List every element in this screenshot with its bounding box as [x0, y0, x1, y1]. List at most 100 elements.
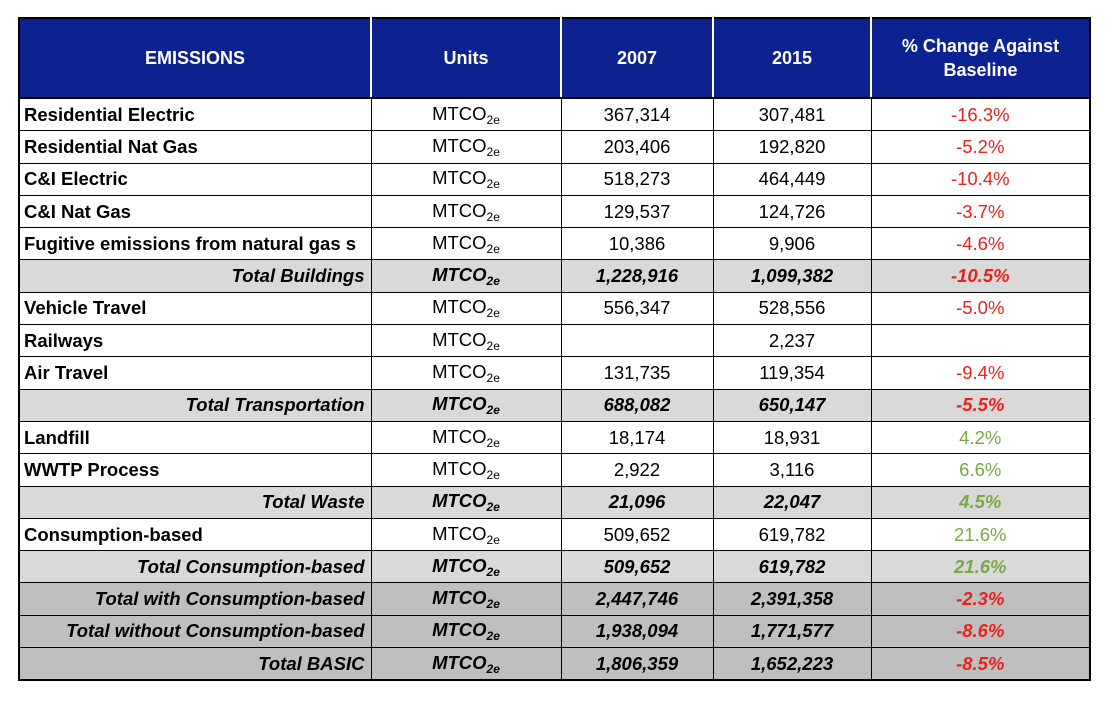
unit-subscript: 2e — [486, 435, 500, 450]
table-row: Landfill MTCO2e 18,174 18,931 4.2% — [18, 420, 1091, 455]
unit-cell: MTCO2e — [370, 97, 562, 132]
header-cell: EMISSIONS — [19, 18, 372, 99]
value-cell: 2,922 — [560, 453, 714, 487]
emissions-table: EMISSIONS Units 2007 2015% Change Against B… — [18, 17, 1091, 682]
unit-cell: MTCO2e — [370, 259, 562, 293]
value-cell: 619,782 — [712, 517, 872, 552]
table-row: Total with Consumption-based MTCO2e 2,447,… — [18, 582, 1091, 616]
unit-text: MTCO — [432, 264, 487, 286]
unit-subscript: 2e — [486, 241, 500, 256]
table-row: Total Consumption-based MTCO2e 509,652 619,… — [18, 550, 1091, 584]
emission-label: Total Consumption-based — [18, 550, 372, 584]
value-cell: 650,147 — [712, 388, 872, 422]
change-cell: -3.7% — [870, 194, 1091, 229]
emission-label: Air Travel — [18, 356, 372, 390]
change-cell — [870, 324, 1091, 358]
emission-label: Vehicle Travel — [18, 291, 372, 326]
value-cell: 192,820 — [712, 130, 872, 164]
value-cell: 509,652 — [560, 517, 714, 552]
unit-subscript: 2e — [486, 597, 500, 612]
value-cell: 1,806,359 — [560, 647, 714, 681]
table-row: Total Waste MTCO2e 21,096 22,047 4.5% — [18, 485, 1091, 519]
value-cell: 367,314 — [560, 97, 714, 132]
value-cell: 2,237 — [712, 324, 872, 358]
table-row: Total without Consumption-based MTCO2e 1,9… — [18, 614, 1091, 649]
unit-subscript: 2e — [486, 564, 500, 579]
table-row: Total Transportation MTCO2e 688,082 650,147… — [18, 388, 1091, 422]
emission-label: Total BASIC — [18, 647, 372, 681]
value-cell: 9,906 — [712, 227, 872, 261]
header-cell: Units — [370, 18, 562, 99]
emission-label: Total Waste — [18, 485, 372, 519]
emission-label: Fugitive emissions from natural gas s — [18, 227, 372, 261]
emission-label: Residential Nat Gas — [18, 130, 372, 164]
value-cell: 18,174 — [560, 420, 714, 455]
unit-cell: MTCO2e — [370, 194, 562, 229]
change-cell: -10.5% — [870, 259, 1091, 293]
value-cell: 203,406 — [560, 130, 714, 164]
change-cell: 4.2% — [870, 420, 1091, 455]
unit-text: MTCO — [432, 522, 487, 544]
value-cell: 21,096 — [560, 485, 714, 519]
unit-cell: MTCO2e — [370, 130, 562, 164]
change-cell: -8.6% — [870, 614, 1091, 649]
unit-subscript: 2e — [486, 532, 500, 547]
unit-cell: MTCO2e — [370, 227, 562, 261]
table-row: Total Buildings MTCO2e 1,228,916 1,099,382-… — [18, 259, 1091, 293]
value-cell: 22,047 — [712, 485, 872, 519]
value-cell: 556,347 — [560, 291, 714, 326]
value-cell — [560, 324, 714, 358]
value-cell: 509,652 — [560, 550, 714, 584]
unit-text: MTCO — [432, 102, 487, 124]
unit-cell: MTCO2e — [370, 453, 562, 487]
change-cell: -2.3% — [870, 582, 1091, 616]
unit-subscript: 2e — [486, 629, 500, 644]
header-row: EMISSIONS Units 2007 2015% Change Against B… — [19, 18, 1090, 99]
emission-label: Total without Consumption-based — [18, 614, 372, 649]
unit-cell: MTCO2e — [370, 647, 562, 681]
emission-label: WWTP Process — [18, 453, 372, 487]
unit-cell: MTCO2e — [370, 388, 562, 422]
change-cell: -9.4% — [870, 356, 1091, 390]
change-cell: -4.6% — [870, 227, 1091, 261]
unit-text: MTCO — [432, 619, 487, 641]
change-cell: -5.0% — [870, 291, 1091, 326]
unit-cell: MTCO2e — [370, 517, 562, 552]
unit-subscript: 2e — [486, 467, 500, 482]
change-cell: 4.5% — [870, 485, 1091, 519]
value-cell: 2,447,746 — [560, 582, 714, 616]
unit-subscript: 2e — [486, 177, 500, 192]
value-cell: 528,556 — [712, 291, 872, 326]
emission-label: Total with Consumption-based — [18, 582, 372, 616]
table-row: Total BASIC MTCO2e 1,806,359 1,652,223 -8.5% — [18, 647, 1091, 681]
unit-text: MTCO — [432, 199, 487, 221]
emission-label: Landfill — [18, 420, 372, 455]
value-cell: 1,938,094 — [560, 614, 714, 649]
unit-text: MTCO — [432, 328, 487, 350]
value-cell: 518,273 — [560, 162, 714, 196]
unit-cell: MTCO2e — [370, 485, 562, 519]
unit-text: MTCO — [432, 393, 487, 415]
emission-label: Consumption-based — [18, 517, 372, 552]
unit-text: MTCO — [432, 167, 487, 189]
value-cell: 619,782 — [712, 550, 872, 584]
emission-label: Residential Electric — [18, 97, 372, 132]
unit-cell: MTCO2e — [370, 324, 562, 358]
unit-cell: MTCO2e — [370, 614, 562, 649]
change-cell: 21.6% — [870, 550, 1091, 584]
table-row: Railways MTCO2e 2,237 — [18, 324, 1091, 358]
unit-text: MTCO — [432, 457, 487, 479]
value-cell: 2,391,358 — [712, 582, 872, 616]
unit-text: MTCO — [432, 490, 487, 512]
unit-cell: MTCO2e — [370, 550, 562, 584]
value-cell: 1,099,382 — [712, 259, 872, 293]
emission-label: Total Buildings — [18, 259, 372, 293]
emission-label: C&I Nat Gas — [18, 194, 372, 229]
header-cell: % Change Against Baseline — [870, 18, 1090, 99]
unit-cell: MTCO2e — [370, 356, 562, 390]
table-row: WWTP Process MTCO2e 2,922 3,116 6.6% — [18, 453, 1091, 487]
value-cell: 1,652,223 — [712, 647, 872, 681]
change-cell: 21.6% — [870, 517, 1091, 552]
unit-cell: MTCO2e — [370, 420, 562, 455]
